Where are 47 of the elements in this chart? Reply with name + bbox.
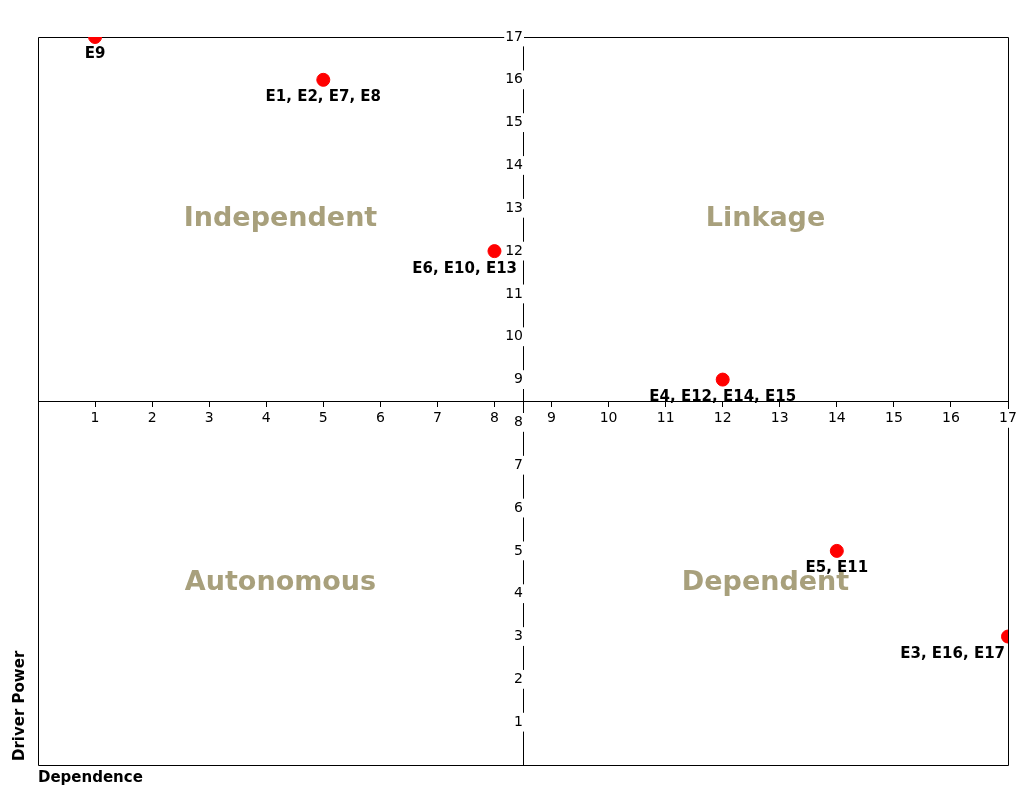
annotation: Independent	[183, 201, 378, 233]
data-label: E4, E12, E14, E15	[649, 386, 797, 405]
y-tick-label: 9	[514, 370, 523, 387]
y-tick-label: 7	[514, 455, 523, 472]
x-tick-label: 16	[942, 409, 960, 426]
y-tick-label: 17	[505, 27, 523, 44]
y-tick-label: 13	[505, 198, 523, 215]
y-tick-label: 2	[514, 669, 523, 686]
point	[829, 543, 844, 558]
y-tick-label: 1	[514, 712, 523, 729]
y-tick-label: 3	[514, 627, 523, 644]
y-tick-label: 15	[505, 113, 523, 130]
x-tick-label: 11	[656, 409, 675, 426]
x-tick-label: 13	[770, 409, 789, 426]
x-tick-label: 9	[547, 409, 556, 426]
x-tick-label: 3	[204, 409, 214, 426]
x-tick-label: 14	[827, 409, 846, 426]
y-tick-label: 11	[505, 284, 523, 301]
x-axis-title: Dependence	[38, 768, 143, 787]
point	[487, 244, 502, 259]
y-tick-label: 4	[514, 584, 524, 601]
y-tick-label: 16	[505, 70, 524, 87]
y-axis-title: Driver Power	[10, 650, 29, 761]
x-tick-label: 6	[375, 409, 385, 426]
data-label: E9	[84, 44, 106, 63]
data-label: E6, E10, E13	[412, 258, 517, 277]
x-tick-label: 1	[90, 409, 100, 426]
x-tick-label: 8	[490, 409, 499, 426]
y-tick-label: 14	[505, 156, 524, 173]
x-tick-label: 5	[318, 409, 328, 426]
x-tick-label: 4	[261, 409, 271, 426]
x-tick-label: 12	[713, 409, 732, 426]
y-tick-label: 10	[505, 327, 523, 344]
annotation: Autonomous	[184, 565, 377, 597]
y-tick-label: 5	[514, 541, 523, 558]
point	[316, 72, 331, 87]
point	[715, 372, 730, 387]
data-label: E1, E2, E7, E8	[265, 87, 382, 106]
x-tick-label: 10	[599, 409, 618, 426]
annotation: Linkage	[705, 201, 826, 233]
y-tick-label: 12	[505, 241, 523, 258]
x-tick-label: 17	[999, 409, 1017, 426]
data-label: E3, E16, E17	[900, 643, 1005, 662]
x-tick-label: 7	[432, 409, 442, 426]
x-tick-label: 15	[884, 409, 903, 426]
y-tick-label: 6	[514, 498, 524, 515]
x-tick-label: 2	[147, 409, 157, 426]
